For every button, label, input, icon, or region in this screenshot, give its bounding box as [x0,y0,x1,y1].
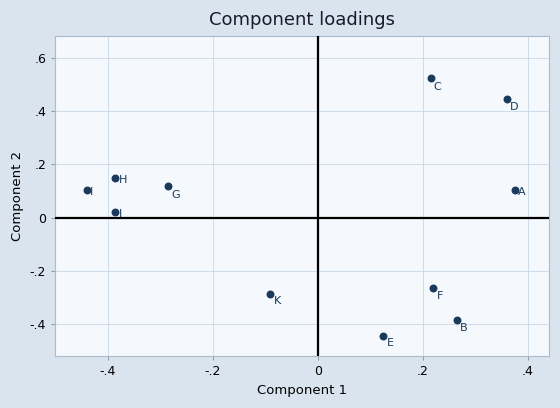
Text: F: F [436,291,443,301]
Y-axis label: Component 2: Component 2 [11,151,24,241]
Point [452,317,461,324]
Text: A: A [518,187,525,197]
Point [82,186,91,193]
Point [111,174,120,181]
Text: D: D [510,102,519,111]
Text: I: I [90,187,93,197]
Text: K: K [274,296,281,306]
Title: Component loadings: Component loadings [209,11,395,29]
Text: E: E [386,338,394,348]
Text: B: B [460,323,468,333]
Point [426,74,435,81]
Point [502,95,511,102]
Text: G: G [171,190,180,200]
Point [379,333,388,339]
Point [111,209,120,215]
Point [510,186,519,193]
Text: C: C [434,82,442,91]
Point [429,285,438,292]
Point [164,182,172,189]
Point [266,290,275,297]
X-axis label: Component 1: Component 1 [257,384,347,397]
Text: H: H [119,175,127,185]
Text: J: J [119,209,122,220]
